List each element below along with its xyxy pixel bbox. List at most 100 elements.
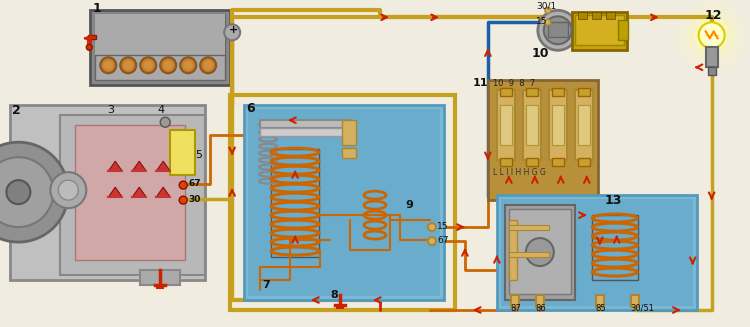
Bar bbox=[342, 148, 356, 158]
Circle shape bbox=[526, 238, 554, 266]
Bar bbox=[500, 105, 512, 145]
Circle shape bbox=[428, 223, 436, 231]
Bar bbox=[88, 35, 96, 39]
Bar bbox=[90, 10, 230, 85]
Polygon shape bbox=[156, 161, 170, 171]
Text: 6: 6 bbox=[246, 102, 255, 115]
Bar bbox=[140, 270, 180, 285]
Bar bbox=[578, 105, 590, 145]
Bar bbox=[505, 205, 574, 300]
Bar bbox=[260, 120, 350, 128]
Circle shape bbox=[160, 117, 170, 127]
Text: 8: 8 bbox=[330, 290, 338, 300]
Text: 87: 87 bbox=[511, 303, 521, 313]
Text: 86: 86 bbox=[536, 303, 547, 313]
Bar bbox=[75, 125, 185, 260]
Bar bbox=[60, 115, 206, 275]
Circle shape bbox=[224, 24, 240, 40]
Circle shape bbox=[538, 10, 578, 50]
Bar bbox=[501, 199, 693, 306]
Text: 30/1: 30/1 bbox=[536, 2, 556, 11]
Polygon shape bbox=[132, 187, 146, 197]
Circle shape bbox=[183, 60, 194, 70]
Bar bbox=[260, 128, 350, 136]
Polygon shape bbox=[108, 187, 122, 197]
Bar bbox=[496, 195, 697, 310]
Bar bbox=[552, 158, 564, 166]
Bar bbox=[596, 295, 604, 307]
Circle shape bbox=[0, 157, 53, 227]
Text: 30: 30 bbox=[188, 195, 200, 204]
Text: +: + bbox=[229, 25, 238, 35]
Text: 67: 67 bbox=[188, 179, 201, 188]
Bar bbox=[10, 105, 206, 280]
Bar bbox=[549, 90, 567, 160]
Bar bbox=[574, 15, 624, 45]
Bar bbox=[509, 225, 549, 230]
Bar bbox=[606, 12, 615, 19]
Bar bbox=[509, 209, 571, 294]
Circle shape bbox=[0, 142, 68, 242]
Circle shape bbox=[200, 57, 216, 73]
Bar bbox=[578, 158, 590, 166]
Bar bbox=[574, 90, 592, 160]
Circle shape bbox=[120, 57, 136, 73]
Circle shape bbox=[676, 0, 746, 70]
Bar bbox=[526, 88, 538, 96]
Circle shape bbox=[687, 10, 736, 60]
Text: 2: 2 bbox=[13, 104, 21, 117]
Bar bbox=[95, 14, 225, 56]
Circle shape bbox=[180, 57, 196, 73]
Bar bbox=[511, 295, 519, 307]
Circle shape bbox=[100, 57, 116, 73]
Text: 12: 12 bbox=[705, 9, 722, 22]
Circle shape bbox=[164, 60, 173, 70]
Text: 9: 9 bbox=[405, 200, 412, 210]
Circle shape bbox=[143, 60, 153, 70]
Circle shape bbox=[140, 57, 156, 73]
Bar bbox=[500, 158, 512, 166]
Circle shape bbox=[160, 57, 176, 73]
Bar bbox=[248, 109, 440, 296]
Polygon shape bbox=[156, 187, 170, 197]
Text: 85: 85 bbox=[596, 303, 607, 313]
Text: 67: 67 bbox=[437, 235, 448, 245]
Bar bbox=[631, 295, 639, 307]
Circle shape bbox=[544, 19, 550, 25]
Bar bbox=[618, 20, 628, 40]
Circle shape bbox=[58, 180, 78, 200]
Polygon shape bbox=[132, 161, 146, 171]
Polygon shape bbox=[108, 161, 122, 171]
Circle shape bbox=[179, 196, 188, 204]
Circle shape bbox=[123, 60, 134, 70]
Bar bbox=[572, 12, 627, 50]
Bar bbox=[95, 55, 225, 80]
Text: 30/51: 30/51 bbox=[631, 303, 655, 313]
Bar bbox=[578, 12, 586, 19]
Circle shape bbox=[203, 60, 213, 70]
Bar bbox=[488, 80, 598, 200]
Bar bbox=[95, 14, 225, 79]
Text: 13: 13 bbox=[604, 194, 622, 207]
Bar bbox=[244, 105, 444, 300]
Text: 1: 1 bbox=[92, 2, 101, 15]
Circle shape bbox=[104, 60, 113, 70]
Bar bbox=[592, 215, 638, 280]
Text: 7: 7 bbox=[262, 280, 270, 290]
Circle shape bbox=[179, 181, 188, 189]
Text: 15: 15 bbox=[536, 17, 548, 26]
Circle shape bbox=[428, 237, 436, 245]
Bar bbox=[578, 88, 590, 96]
Circle shape bbox=[7, 180, 30, 204]
Text: 10: 10 bbox=[532, 47, 549, 60]
Bar bbox=[708, 67, 716, 75]
Text: 5: 5 bbox=[195, 150, 202, 160]
Bar bbox=[509, 220, 517, 280]
Circle shape bbox=[544, 7, 550, 13]
Text: 4: 4 bbox=[158, 105, 164, 115]
Bar bbox=[706, 47, 718, 67]
Bar bbox=[170, 130, 195, 175]
Bar bbox=[509, 252, 549, 257]
Bar bbox=[342, 120, 356, 145]
Bar bbox=[271, 149, 319, 257]
